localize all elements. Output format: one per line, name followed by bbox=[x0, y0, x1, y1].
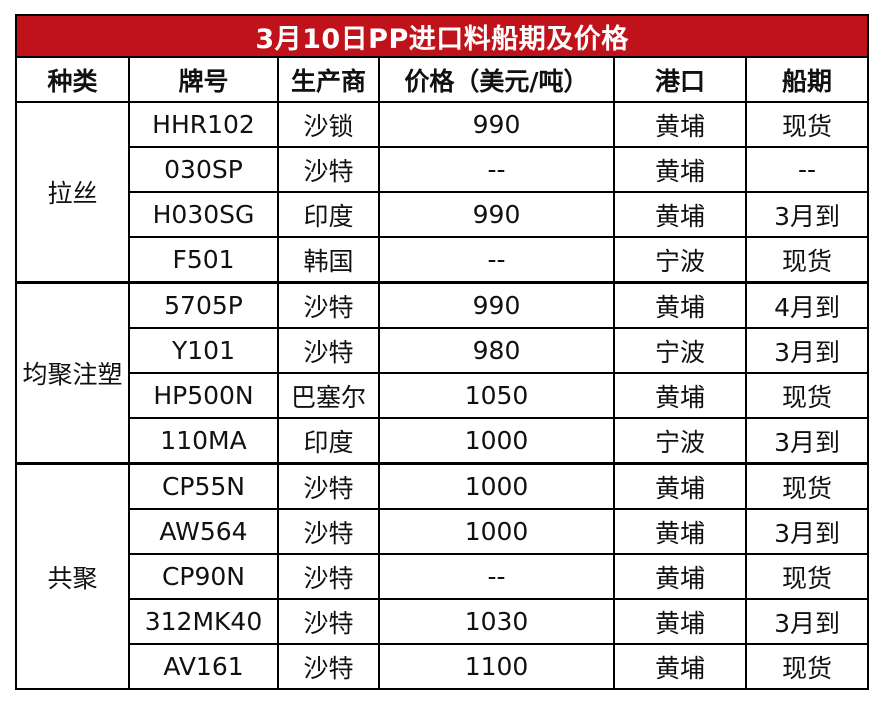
port-cell: 黄埔 bbox=[613, 281, 747, 329]
table-row: H030SG 印度 990 黄埔 3月到 bbox=[16, 191, 870, 238]
port-cell: 宁波 bbox=[613, 236, 747, 284]
grade-cell: F501 bbox=[128, 236, 279, 284]
port-cell: 宁波 bbox=[613, 417, 747, 465]
table-row: 312MK40 沙特 1030 黄埔 3月到 bbox=[16, 598, 870, 645]
producer-cell: 韩国 bbox=[277, 236, 380, 284]
producer-cell: 印度 bbox=[277, 417, 380, 465]
grade-cell: Y101 bbox=[128, 327, 279, 374]
price-cell: 990 bbox=[378, 191, 615, 238]
header-price: 价格（美元/吨） bbox=[378, 56, 615, 103]
producer-cell: 沙特 bbox=[277, 327, 380, 374]
producer-cell: 沙特 bbox=[277, 462, 380, 510]
grade-cell: CP90N bbox=[128, 553, 279, 600]
table-row: 110MA 印度 1000 宁波 3月到 bbox=[16, 417, 870, 465]
shipping-cell: 3月到 bbox=[744, 508, 870, 555]
grade-cell: 5705P bbox=[128, 281, 279, 329]
grade-cell: HHR102 bbox=[128, 101, 279, 148]
producer-cell: 沙锁 bbox=[277, 101, 380, 148]
shipping-cell: 现货 bbox=[744, 236, 870, 284]
table-row: 030SP 沙特 -- 黄埔 -- bbox=[16, 146, 870, 193]
price-table-sheet: 3月10日PP进口料船期及价格 种类 牌号 生产商 价格（美元/吨） 港口 船期… bbox=[14, 14, 870, 690]
producer-cell: 沙特 bbox=[277, 643, 380, 690]
table-row: 均聚注塑 5705P 沙特 990 黄埔 4月到 bbox=[15, 281, 870, 465]
price-cell: 1030 bbox=[378, 598, 615, 645]
producer-cell: 沙特 bbox=[277, 553, 380, 600]
grade-cell: 312MK40 bbox=[128, 598, 279, 645]
shipping-cell: 3月到 bbox=[744, 191, 870, 238]
producer-cell: 巴塞尔 bbox=[277, 372, 380, 419]
shipping-cell: 现货 bbox=[744, 101, 870, 148]
price-cell: -- bbox=[378, 236, 615, 284]
price-cell: 980 bbox=[378, 327, 615, 374]
header-producer: 生产商 bbox=[277, 56, 380, 103]
pp-import-table: 3月10日PP进口料船期及价格 种类 牌号 生产商 价格（美元/吨） 港口 船期… bbox=[14, 14, 870, 690]
shipping-cell: 4月到 bbox=[744, 281, 870, 329]
port-cell: 黄埔 bbox=[613, 643, 747, 690]
price-cell: -- bbox=[378, 553, 615, 600]
table-row: AV161 沙特 1100 黄埔 现货 bbox=[16, 643, 870, 690]
grade-cell: 110MA bbox=[128, 417, 279, 465]
shipping-cell: 3月到 bbox=[744, 327, 870, 374]
price-cell: -- bbox=[378, 146, 615, 193]
table-row: F501 韩国 -- 宁波 现货 bbox=[16, 236, 870, 284]
grade-cell: H030SG bbox=[128, 191, 279, 238]
port-cell: 黄埔 bbox=[613, 553, 747, 600]
producer-cell: 沙特 bbox=[277, 146, 380, 193]
grade-cell: HP500N bbox=[128, 372, 279, 419]
category-cell: 拉丝 bbox=[15, 101, 130, 284]
table-row: 拉丝 HHR102 沙锁 990 黄埔 现货 bbox=[15, 101, 870, 284]
shipping-cell: 现货 bbox=[744, 643, 870, 690]
grade-cell: CP55N bbox=[128, 462, 279, 510]
producer-cell: 沙特 bbox=[277, 281, 380, 329]
header-row: 种类 牌号 生产商 价格（美元/吨） 港口 船期 bbox=[15, 56, 870, 103]
shipping-cell: -- bbox=[744, 146, 870, 193]
price-cell: 990 bbox=[378, 281, 615, 329]
shipping-cell: 现货 bbox=[744, 553, 870, 600]
table-row: CP90N 沙特 -- 黄埔 现货 bbox=[16, 553, 870, 600]
producer-cell: 沙特 bbox=[277, 598, 380, 645]
producer-cell: 印度 bbox=[277, 191, 380, 238]
table-row: Y101 沙特 980 宁波 3月到 bbox=[16, 327, 870, 374]
price-cell: 1100 bbox=[378, 643, 615, 690]
category-cell: 均聚注塑 bbox=[15, 281, 130, 465]
port-cell: 黄埔 bbox=[613, 372, 747, 419]
category-cell: 共聚 bbox=[15, 462, 130, 690]
price-cell: 1000 bbox=[378, 508, 615, 555]
grade-cell: AV161 bbox=[128, 643, 279, 690]
grade-cell: AW564 bbox=[128, 508, 279, 555]
price-cell: 1000 bbox=[378, 417, 615, 465]
port-cell: 黄埔 bbox=[613, 598, 747, 645]
table-body: 拉丝 HHR102 沙锁 990 黄埔 现货 030SP 沙特 -- 黄埔 -- H030SG 印度 99… bbox=[15, 101, 870, 690]
header-grade: 牌号 bbox=[128, 56, 279, 103]
port-cell: 黄埔 bbox=[613, 101, 747, 148]
table-row: HP500N 巴塞尔 1050 黄埔 现货 bbox=[16, 372, 870, 419]
header-shipping: 船期 bbox=[744, 56, 870, 103]
port-cell: 黄埔 bbox=[613, 191, 747, 238]
shipping-cell: 现货 bbox=[744, 372, 870, 419]
table-title: 3月10日PP进口料船期及价格 bbox=[14, 14, 870, 58]
header-port: 港口 bbox=[613, 56, 747, 103]
grade-cell: 030SP bbox=[128, 146, 279, 193]
table-row: 共聚 CP55N 沙特 1000 黄埔 现货 bbox=[15, 462, 870, 690]
shipping-cell: 现货 bbox=[744, 462, 870, 510]
price-cell: 1000 bbox=[378, 462, 615, 510]
table-row: AW564 沙特 1000 黄埔 3月到 bbox=[16, 508, 870, 555]
header-category: 种类 bbox=[15, 56, 130, 103]
price-cell: 990 bbox=[378, 101, 615, 148]
producer-cell: 沙特 bbox=[277, 508, 380, 555]
port-cell: 黄埔 bbox=[613, 146, 747, 193]
shipping-cell: 3月到 bbox=[744, 417, 870, 465]
port-cell: 黄埔 bbox=[613, 462, 747, 510]
shipping-cell: 3月到 bbox=[744, 598, 870, 645]
port-cell: 宁波 bbox=[613, 327, 747, 374]
price-cell: 1050 bbox=[378, 372, 615, 419]
port-cell: 黄埔 bbox=[613, 508, 747, 555]
